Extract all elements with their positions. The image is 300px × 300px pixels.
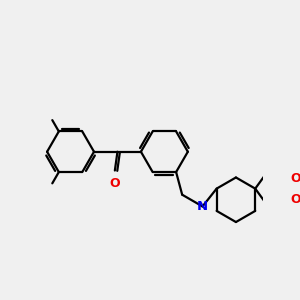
Text: O: O [290, 172, 300, 184]
Text: O: O [290, 193, 300, 206]
Text: O: O [110, 177, 120, 190]
Text: N: N [197, 200, 208, 213]
